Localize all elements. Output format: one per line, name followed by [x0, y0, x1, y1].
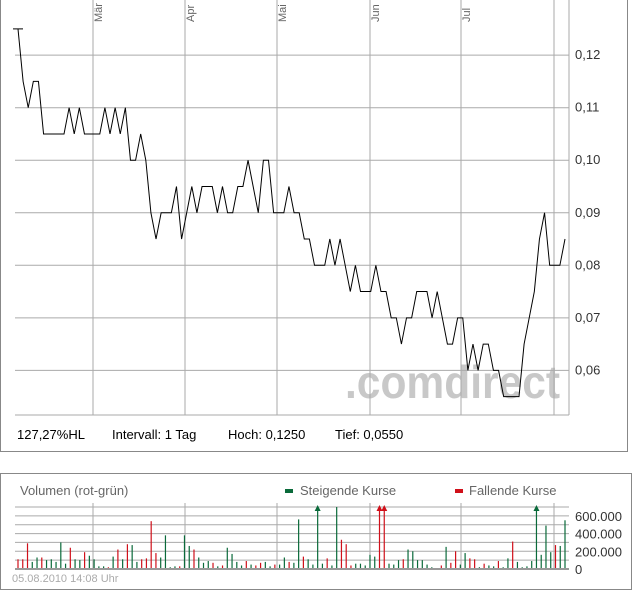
volume-y-tick-label: 200.000	[575, 544, 622, 559]
y-tick-label: 0,11	[575, 100, 599, 115]
legend-up-swatch	[285, 489, 293, 493]
volume-y-tick-label: 0	[575, 562, 582, 577]
x-tick-label: Apr	[185, 5, 197, 22]
y-tick-label: 0,12	[575, 47, 600, 62]
y-tick-label: 0,09	[575, 205, 600, 220]
y-tick-label: 0,08	[575, 257, 600, 272]
x-tick-label: Mai	[277, 4, 289, 22]
price-line	[17, 28, 566, 398]
hl-percent: 127,27%HL	[17, 427, 85, 442]
price-chart-frame	[0, 0, 628, 452]
comdirect-watermark: .comdirect	[345, 356, 560, 408]
high-value: Hoch: 0,1250	[228, 427, 306, 442]
volume-overflow-arrow	[376, 505, 383, 511]
legend-down-swatch	[455, 489, 463, 493]
y-tick-label: 0,06	[575, 362, 600, 377]
volume-y-tick-label: 600.000	[575, 509, 622, 524]
x-tick-label: Mär	[93, 3, 105, 22]
legend-down-label: Fallende Kurse	[469, 483, 556, 498]
volume-overflow-arrow	[381, 505, 388, 511]
x-tick-label: Jun	[370, 4, 382, 22]
legend-up-label: Steigende Kurse	[300, 483, 396, 498]
volume-overflow-arrow	[314, 505, 321, 511]
volume-y-tick-label: 400.000	[575, 527, 622, 542]
x-tick-label: Jul	[461, 8, 473, 22]
volume-overflow-arrow	[533, 505, 540, 511]
volume-title: Volumen (rot-grün)	[20, 483, 128, 498]
interval[interactable]: Intervall: 1 Tag	[112, 427, 197, 442]
timestamp: 05.08.2010 14:08 Uhr	[12, 573, 119, 585]
y-tick-label: 0,07	[575, 310, 600, 325]
y-tick-label: 0,10	[575, 152, 600, 167]
low-value: Tief: 0,0550	[335, 427, 404, 442]
